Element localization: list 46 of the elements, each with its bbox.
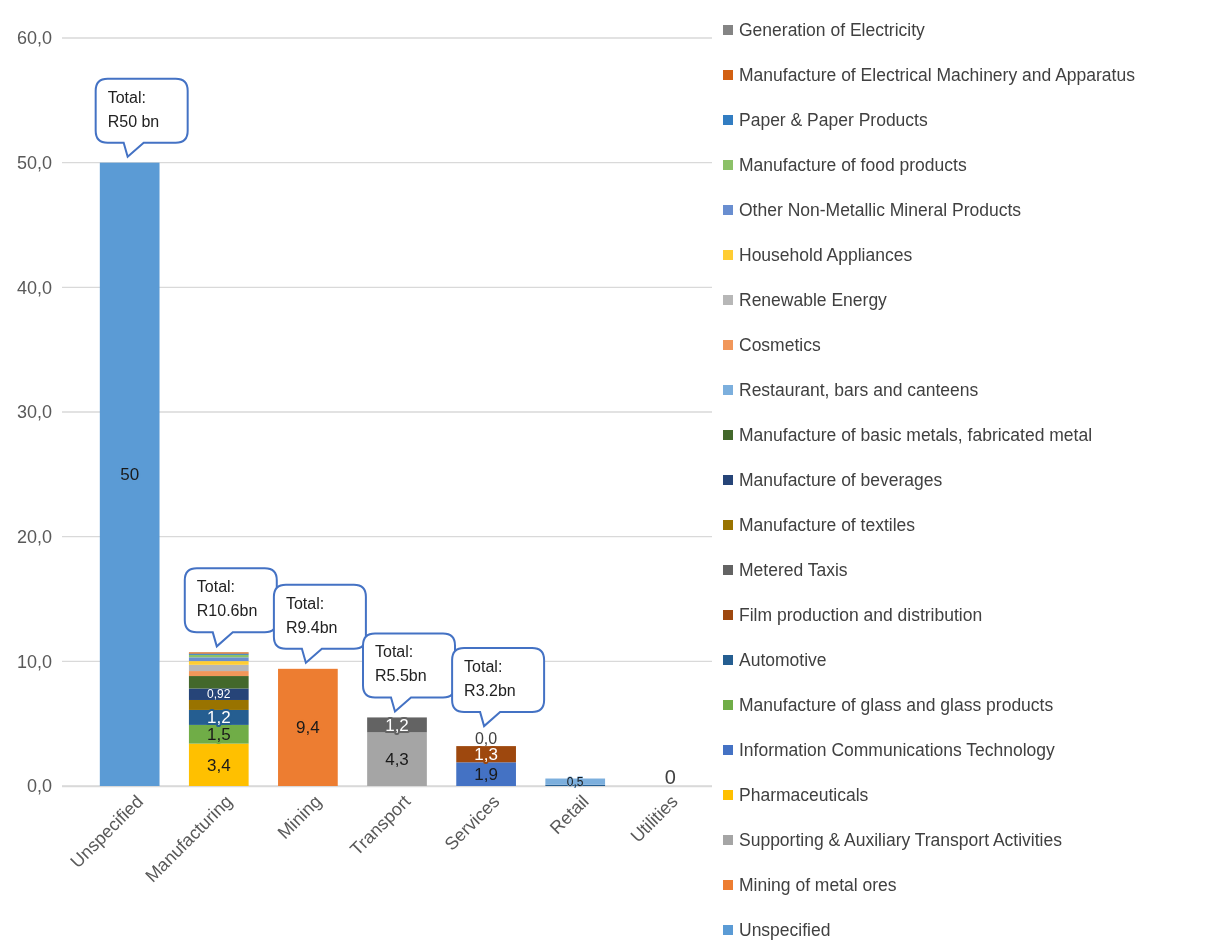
legend-label: Other Non-Metallic Mineral Products bbox=[739, 200, 1022, 221]
legend-label: Manufacture of textiles bbox=[739, 515, 916, 536]
y-tick-label: 30,0 bbox=[16, 402, 52, 423]
y-tick-label: 10,0 bbox=[16, 651, 52, 672]
data-label: 1,5 bbox=[206, 725, 231, 745]
data-label: 0,92 bbox=[207, 687, 231, 702]
legend-label: Film production and distribution bbox=[739, 605, 983, 626]
legend-label: Household Appliances bbox=[739, 245, 913, 266]
total-label: Total: R9.4bn bbox=[285, 594, 338, 636]
y-tick-label: 20,0 bbox=[16, 526, 52, 547]
data-label: 0 bbox=[664, 766, 676, 788]
legend-label: Manufacture of beverages bbox=[739, 470, 943, 491]
legend-label: Generation of Electricity bbox=[739, 20, 926, 41]
data-label: 0,5 bbox=[566, 774, 584, 789]
data-label: 9,4 bbox=[296, 718, 320, 738]
legend-label: Manufacture of Electrical Machinery and Apparatus bbox=[739, 65, 1136, 86]
legend-label: Supporting & Auxiliary Transport Activities bbox=[739, 830, 1063, 851]
legend-label: Manufacture of basic metals, fabricated metal bbox=[739, 425, 1093, 446]
legend-label: Automotive bbox=[739, 650, 827, 671]
legend-label: Pharmaceuticals bbox=[739, 785, 869, 806]
total-label: Total: R5.5bn bbox=[375, 643, 427, 685]
legend-label: Paper & Paper Products bbox=[739, 110, 928, 131]
data-label: 1,9 bbox=[474, 765, 498, 785]
legend-label: Information Communications Technology bbox=[739, 740, 1056, 761]
data-label: 3,4 bbox=[206, 755, 231, 775]
legend-label: Mining of metal ores bbox=[739, 875, 897, 896]
total-label: Total: R3.2bn bbox=[464, 658, 516, 700]
data-label: 1,2 bbox=[385, 715, 409, 735]
y-tick-label: 60,0 bbox=[16, 28, 52, 49]
legend-label: Restaurant, bars and canteens bbox=[739, 380, 979, 401]
data-label: 0,0 bbox=[474, 730, 498, 748]
data-label: 50 bbox=[120, 465, 140, 485]
total-label: Total: R50 bn bbox=[107, 88, 160, 130]
legend-label: Renewable Energy bbox=[739, 290, 888, 311]
y-tick-label: 0,0 bbox=[26, 776, 52, 797]
legend-label: Cosmetics bbox=[739, 335, 821, 356]
data-label: 4,3 bbox=[385, 750, 409, 770]
y-tick-label: 40,0 bbox=[16, 277, 52, 298]
data-label: 1,2 bbox=[206, 708, 231, 728]
legend-label: Manufacture of glass and glass products bbox=[739, 695, 1054, 716]
total-label: Total: R10.6bn bbox=[196, 578, 258, 620]
y-tick-label: 50,0 bbox=[16, 152, 52, 173]
legend-label: Metered Taxis bbox=[739, 560, 848, 581]
data-label: 1,3 bbox=[474, 745, 498, 765]
legend-label: Manufacture of food products bbox=[739, 155, 967, 176]
legend-label: Unspecified bbox=[739, 920, 831, 941]
